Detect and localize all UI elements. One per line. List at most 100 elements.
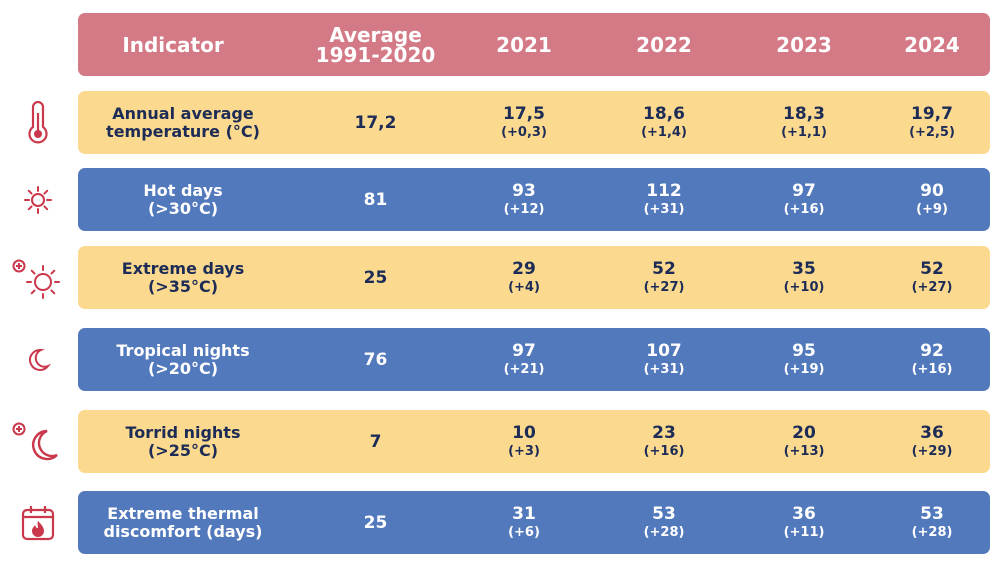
value-2023: 97 — [792, 180, 816, 201]
header-average: Average 1991-2020 — [298, 13, 453, 76]
row-label-line2: (>35°C) — [147, 276, 219, 296]
value-2022: 112 — [646, 180, 682, 201]
header-year-2021: 2021 — [496, 32, 552, 57]
value-2022: 107 — [646, 340, 682, 361]
table-row: Extreme thermal discomfort (days) 25 31(… — [78, 491, 990, 554]
cell-2021: 29 (+4) — [454, 246, 594, 309]
header-indicator: Indicator — [122, 32, 224, 57]
value-2021: 93 — [512, 180, 536, 201]
row-label-line1: Torrid nights — [125, 422, 241, 442]
cell-2024: 92 (+16) — [874, 328, 990, 391]
row-label: Torrid nights (>25°C) — [78, 410, 288, 473]
header-year-2023: 2023 — [776, 32, 832, 57]
cell-2024: 36 (+29) — [874, 410, 990, 473]
row-average: 25 — [363, 512, 388, 533]
diff-2023: (+13) — [783, 443, 825, 459]
value-2022: 18,6 — [643, 103, 685, 124]
value-2024: 36 — [920, 422, 944, 443]
row-label: Hot days (>30°C) — [78, 168, 288, 231]
value-2024: 52 — [920, 258, 944, 279]
header-average-line1: Average — [329, 22, 422, 47]
diff-2021: (+0,3) — [501, 124, 547, 140]
diff-2024: (+27) — [911, 279, 953, 295]
moon-icon — [0, 328, 76, 391]
diff-2021: (+3) — [508, 443, 540, 459]
diff-2024: (+29) — [911, 443, 953, 459]
cell-2021: 97 (+21) — [454, 328, 594, 391]
cell-2024: 52 (+27) — [874, 246, 990, 309]
row-label-line2: (>30°C) — [147, 198, 219, 218]
value-2023: 18,3 — [783, 103, 825, 124]
row-average: 7 — [369, 431, 382, 452]
cell-2021: 10 (+3) — [454, 410, 594, 473]
diff-2024: (+2,5) — [909, 124, 955, 140]
diff-2023: (+19) — [783, 361, 825, 377]
cell-2022: 112 (+31) — [594, 168, 734, 231]
cell-2022: 18,6 (+1,4) — [594, 91, 734, 154]
row-label-line1: Tropical nights — [116, 340, 250, 360]
value-2023: 95 — [792, 340, 816, 361]
value-2024: 19,7 — [911, 103, 953, 124]
sun-plus-icon — [0, 246, 76, 309]
table-row: Torrid nights (>25°C) 7 10 (+3) 23 (+16) 2… — [78, 410, 990, 473]
row-label-line2: temperature (°C) — [106, 121, 260, 141]
sun-icon — [0, 168, 76, 231]
diff-2024: (+9) — [916, 201, 948, 217]
cell-2022: 23 (+16) — [594, 410, 734, 473]
value-2023: 35 — [792, 258, 816, 279]
cell-2023: 95 (+19) — [734, 328, 874, 391]
table-row: Extreme days (>35°C) 25 29 (+4) 52 (+27) 3… — [78, 246, 990, 309]
cell-2021: 17,5 (+0,3) — [454, 91, 594, 154]
cell-2024: 53 (+28) — [874, 491, 990, 554]
value-2024: 90 — [920, 180, 944, 201]
cell-2022: 53 (+28) — [594, 491, 734, 554]
cell-2022: 107 (+31) — [594, 328, 734, 391]
value-2024: 53 — [920, 503, 944, 524]
diff-2022: (+31) — [643, 201, 685, 217]
header-average-line2: 1991-2020 — [315, 42, 436, 67]
row-label-line1: Annual average — [112, 103, 254, 123]
diff-2023: (+1,1) — [781, 124, 827, 140]
row-average: 17,2 — [354, 112, 397, 133]
row-label-line1: Extreme days — [121, 258, 245, 278]
value-2021: 31 — [512, 503, 536, 524]
diff-2023: (+11) — [783, 524, 825, 540]
diff-2023: (+10) — [783, 279, 825, 295]
diff-2023: (+16) — [783, 201, 825, 217]
value-2021: 97 — [512, 340, 536, 361]
value-2021: 29 — [512, 258, 536, 279]
value-2022: 53 — [652, 503, 676, 524]
cell-2023: 18,3 (+1,1) — [734, 91, 874, 154]
calendar-fire-icon — [0, 491, 76, 554]
moon-plus-icon — [0, 410, 76, 473]
diff-2022: (+31) — [643, 361, 685, 377]
header-year-2024: 2024 — [904, 32, 960, 57]
value-2021: 10 — [512, 422, 536, 443]
value-2022: 23 — [652, 422, 676, 443]
diff-2022: (+27) — [643, 279, 685, 295]
row-label: Extreme days (>35°C) — [78, 246, 288, 309]
cell-2023: 20 (+13) — [734, 410, 874, 473]
value-2023: 20 — [792, 422, 816, 443]
diff-2021: (+21) — [503, 361, 545, 377]
row-average: 25 — [363, 267, 388, 288]
cell-2023: 35 (+10) — [734, 246, 874, 309]
diff-2021: (+12) — [503, 201, 545, 217]
diff-2022: (+16) — [643, 443, 685, 459]
cell-2024: 19,7 (+2,5) — [874, 91, 990, 154]
row-label: Tropical nights (>20°C) — [78, 328, 288, 391]
row-label-line2: (>25°C) — [147, 440, 219, 460]
value-2021: 17,5 — [503, 103, 545, 124]
diff-2021: (+6) — [508, 524, 540, 540]
row-label: Extreme thermal discomfort (days) — [78, 491, 288, 554]
header-year-2022: 2022 — [636, 32, 692, 57]
row-label: Annual average temperature (°C) — [78, 91, 288, 154]
row-label-line1: Hot days — [143, 180, 223, 200]
table-row: Hot days (>30°C) 81 93 (+12) 112 (+31) 97(… — [78, 168, 990, 231]
thermometer-icon — [0, 91, 76, 154]
row-label-line2: discomfort (days) — [103, 521, 263, 541]
row-average: 81 — [363, 189, 388, 210]
cell-2023: 36 (+11) — [734, 491, 874, 554]
diff-2022: (+28) — [643, 524, 685, 540]
row-label-line2: (>20°C) — [147, 358, 219, 378]
